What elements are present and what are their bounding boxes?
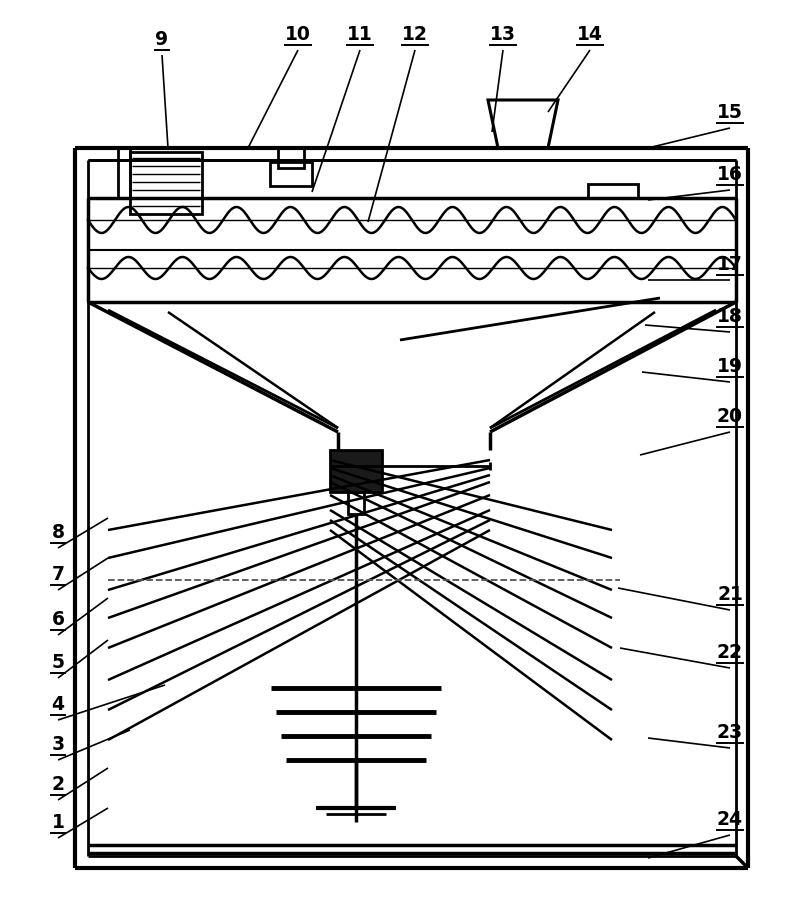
Text: 19: 19 — [716, 357, 742, 376]
Text: 11: 11 — [347, 25, 373, 44]
Text: 14: 14 — [577, 25, 602, 44]
Bar — [270, 162, 312, 186]
Text: 13: 13 — [489, 25, 516, 44]
Text: 9: 9 — [155, 30, 169, 49]
Bar — [329, 450, 381, 492]
Text: 20: 20 — [716, 407, 742, 426]
Bar — [348, 492, 364, 514]
Text: 15: 15 — [716, 103, 742, 122]
Bar — [278, 148, 304, 168]
Text: 7: 7 — [51, 565, 64, 584]
Bar — [587, 184, 638, 198]
Text: 22: 22 — [716, 643, 742, 662]
Text: 6: 6 — [51, 610, 64, 629]
Text: 24: 24 — [716, 810, 742, 829]
Text: 18: 18 — [716, 307, 742, 326]
Text: 1: 1 — [51, 813, 64, 832]
Text: 23: 23 — [716, 723, 742, 742]
Text: 3: 3 — [51, 735, 64, 754]
Text: 8: 8 — [51, 523, 64, 542]
Text: 2: 2 — [51, 775, 64, 794]
Text: 12: 12 — [402, 25, 427, 44]
Text: 4: 4 — [51, 695, 64, 714]
Text: 21: 21 — [716, 585, 742, 604]
Text: 5: 5 — [51, 653, 64, 672]
Text: 16: 16 — [716, 165, 742, 184]
Bar — [130, 152, 202, 214]
Text: 17: 17 — [716, 255, 742, 274]
Text: 10: 10 — [285, 25, 311, 44]
Bar — [329, 450, 381, 492]
